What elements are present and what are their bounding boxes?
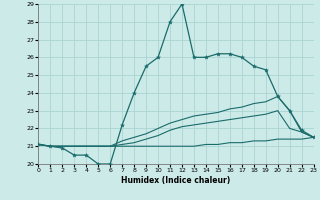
X-axis label: Humidex (Indice chaleur): Humidex (Indice chaleur) [121, 176, 231, 185]
